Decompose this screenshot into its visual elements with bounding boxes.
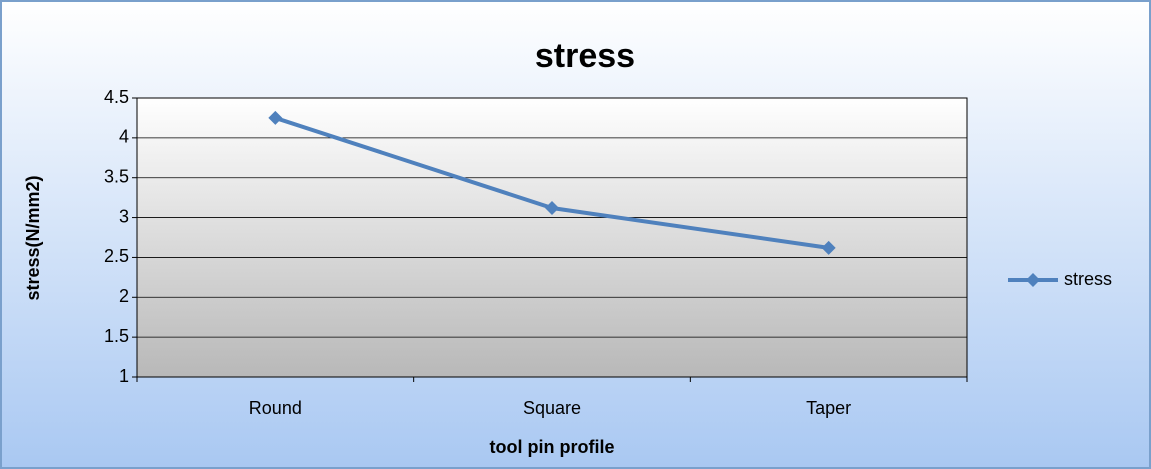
y-tick-label: 1	[119, 366, 129, 386]
y-tick-label: 2.5	[104, 246, 129, 266]
y-tick-label: 1.5	[104, 326, 129, 346]
x-tick-label: Taper	[806, 398, 851, 418]
legend-marker	[1026, 273, 1040, 287]
legend-label: stress	[1064, 269, 1112, 289]
y-axis-label: stress(N/mm2)	[23, 175, 43, 300]
chart-title: stress	[535, 37, 635, 75]
x-tick-label: Square	[523, 398, 581, 418]
data-point	[545, 201, 559, 216]
x-axis-label: tool pin profile	[490, 437, 615, 457]
y-tick-label: 3.5	[104, 166, 129, 186]
y-tick-label: 4	[119, 127, 129, 147]
y-tick-label: 3	[119, 206, 129, 226]
plot-area	[136, 97, 968, 378]
data-point	[268, 110, 283, 125]
x-tick-label: Round	[249, 398, 302, 418]
y-tick-label: 2	[119, 286, 129, 306]
data-point	[821, 240, 836, 255]
y-tick-label: 4.5	[104, 87, 129, 107]
